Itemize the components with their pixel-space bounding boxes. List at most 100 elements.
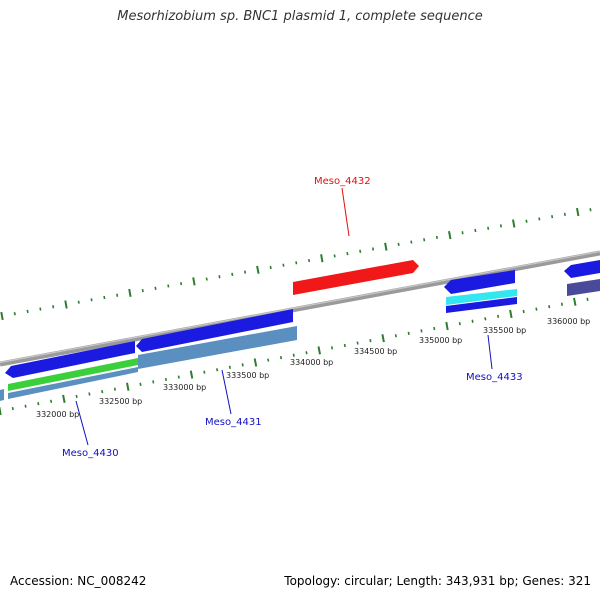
minor-tick — [346, 251, 349, 256]
major-tick — [128, 288, 132, 297]
minor-tick — [538, 217, 541, 221]
leader-line-meso-4433 — [487, 334, 493, 370]
feature-steel-track-1 — [8, 367, 138, 399]
feature-slate-track — [567, 279, 600, 296]
tick-label: 332000 bp — [36, 410, 79, 419]
leader-line-meso-4431 — [221, 369, 232, 415]
tick-label: 334500 bp — [354, 347, 397, 356]
minor-tick — [90, 298, 93, 302]
minor-tick — [499, 224, 502, 228]
gene-meso-4432[interactable] — [293, 260, 419, 295]
minor-tick — [37, 402, 40, 406]
gene-forward-edge[interactable] — [564, 260, 600, 278]
minor-tick — [563, 212, 566, 216]
major-tick — [509, 309, 513, 319]
minor-tick — [88, 392, 91, 396]
tick-label: 332500 bp — [99, 397, 142, 406]
major-tick — [126, 382, 130, 391]
minor-tick — [487, 226, 490, 230]
major-tick — [64, 300, 68, 309]
feature-green-track — [8, 358, 138, 391]
minor-tick — [551, 215, 554, 219]
minor-tick — [113, 387, 116, 391]
minor-tick — [205, 277, 208, 281]
major-tick — [0, 311, 4, 321]
tick-label: 333500 bp — [226, 371, 269, 380]
minor-tick — [471, 319, 474, 323]
minor-tick — [535, 307, 538, 311]
map-title: Mesorhizobium sp. BNC1 plasmid 1, comple… — [117, 9, 483, 24]
minor-tick — [522, 309, 525, 314]
minor-tick — [103, 295, 106, 300]
minor-tick — [435, 235, 438, 240]
minor-tick — [39, 307, 42, 311]
minor-tick — [52, 305, 55, 309]
feature-edge-left — [0, 389, 4, 401]
minor-tick — [548, 305, 551, 309]
minor-tick — [116, 293, 119, 297]
feature-steel-track-2 — [138, 326, 297, 369]
major-tick — [0, 406, 2, 416]
minor-tick — [26, 309, 29, 314]
sequence-backbone-highlight — [0, 250, 600, 364]
major-tick — [384, 242, 388, 251]
gene-label-meso-4431[interactable]: Meso_4431 — [205, 417, 262, 428]
tick-label: 335500 bp — [483, 326, 526, 335]
major-tick — [448, 231, 452, 240]
major-tick — [576, 207, 580, 217]
minor-tick — [241, 363, 244, 367]
feature-cyan-track — [446, 289, 517, 305]
minor-tick — [397, 242, 400, 247]
minor-tick — [394, 334, 397, 338]
gene-forward-4431[interactable] — [136, 309, 293, 352]
minor-tick — [420, 329, 423, 333]
minor-tick — [589, 208, 592, 212]
minor-tick — [292, 353, 295, 357]
accession-label: Accession: NC_008242 — [10, 574, 147, 588]
major-tick — [317, 346, 321, 355]
leader-line-meso-4430 — [75, 400, 89, 446]
gene-forward-4430[interactable] — [5, 341, 135, 378]
minor-tick — [525, 219, 528, 223]
gene-label-meso-4432[interactable]: Meso_4432 — [314, 176, 371, 187]
minor-tick — [282, 263, 285, 267]
gene-meso-4433[interactable] — [444, 270, 515, 294]
minor-tick — [77, 300, 80, 304]
minor-tick — [24, 404, 27, 408]
minor-tick — [433, 326, 436, 331]
minor-tick — [586, 297, 589, 302]
minor-tick — [474, 228, 477, 233]
major-tick — [320, 254, 324, 263]
minor-tick — [50, 399, 53, 403]
minor-tick — [333, 254, 336, 258]
minor-tick — [369, 339, 372, 343]
major-tick — [573, 297, 577, 306]
leader-line-meso-4432 — [341, 187, 350, 237]
minor-tick — [154, 286, 157, 290]
minor-tick — [423, 238, 426, 242]
feature-blue-track — [446, 297, 517, 313]
minor-tick — [167, 284, 170, 288]
minor-tick — [331, 346, 334, 350]
minor-tick — [410, 240, 413, 244]
minor-tick — [560, 302, 563, 306]
minor-tick — [139, 382, 142, 386]
major-tick — [445, 321, 449, 331]
minor-tick — [244, 270, 247, 274]
gene-label-meso-4433[interactable]: Meso_4433 — [466, 372, 523, 383]
minor-tick — [371, 247, 375, 251]
minor-tick — [218, 275, 221, 279]
minor-tick — [101, 389, 104, 394]
minor-tick — [164, 377, 168, 382]
minor-tick — [267, 358, 270, 362]
tick-label: 334000 bp — [290, 358, 333, 367]
minor-tick — [356, 341, 359, 345]
minor-tick — [279, 355, 283, 360]
major-tick — [62, 394, 66, 403]
major-tick — [253, 358, 258, 367]
tick-label: 336000 bp — [547, 317, 590, 326]
minor-tick — [177, 375, 180, 379]
gene-label-meso-4430[interactable]: Meso_4430 — [62, 448, 119, 459]
